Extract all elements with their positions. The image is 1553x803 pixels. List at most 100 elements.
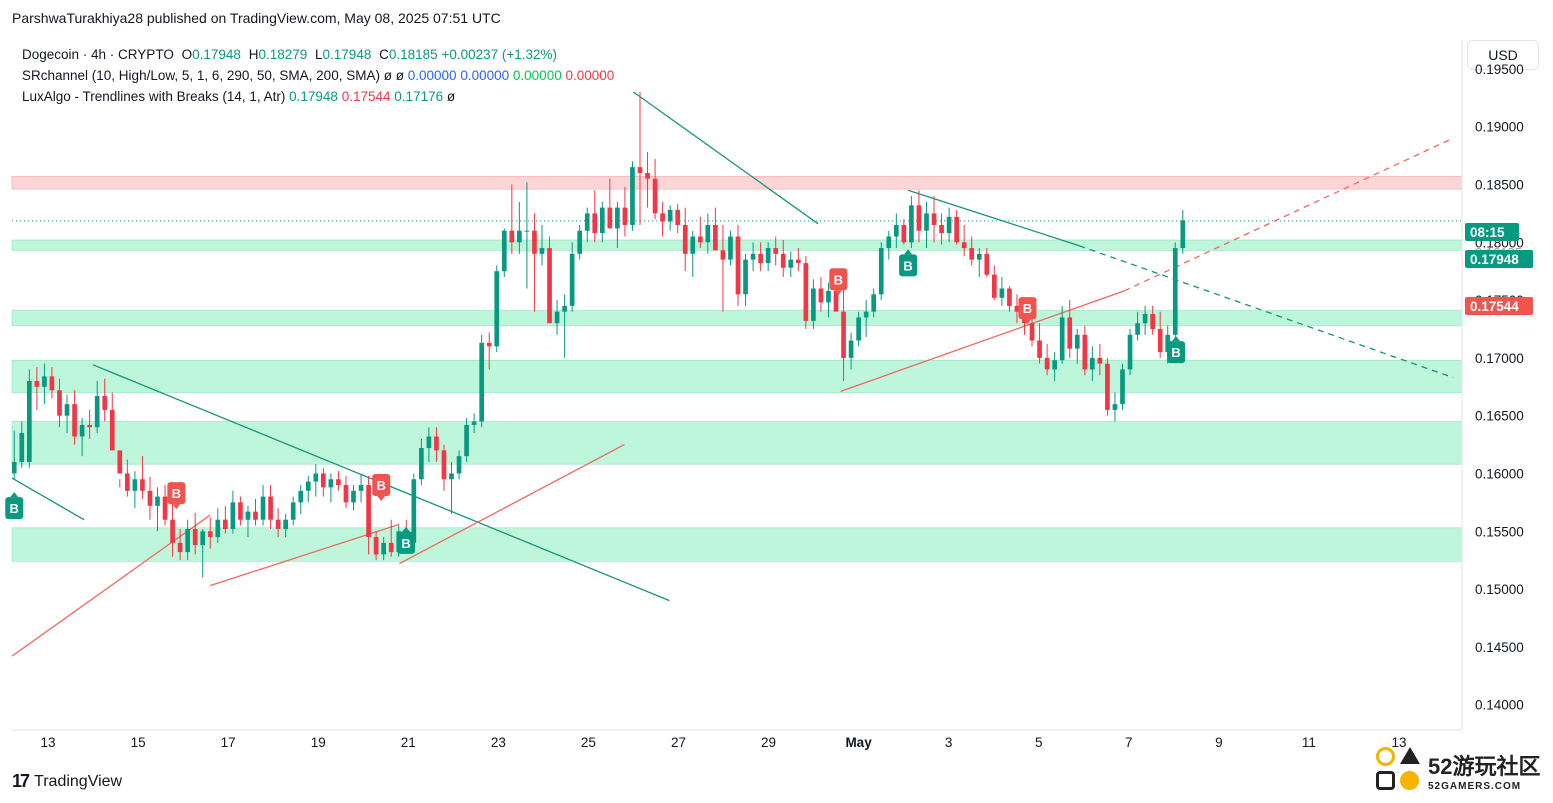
candle (388, 519, 394, 557)
candle (1135, 311, 1140, 341)
candle-body (1067, 317, 1073, 349)
candle (818, 276, 824, 312)
candle-body (170, 519, 175, 543)
candle (1127, 328, 1133, 376)
candle (735, 224, 741, 306)
candle-body (547, 248, 552, 324)
break-marker-bearish: B (167, 482, 186, 510)
time-tick-label: May (845, 735, 872, 750)
candle-body (969, 248, 975, 260)
candle (607, 178, 613, 229)
candle-body (64, 404, 70, 416)
candle-body (826, 290, 831, 303)
candle-body (630, 167, 635, 225)
trendline-red (11, 514, 211, 657)
tradingview-brand[interactable]: 17 TradingView (12, 771, 122, 792)
candle-body (818, 288, 824, 303)
trendline-red (398, 444, 625, 565)
candle-body (79, 424, 85, 437)
candle (313, 464, 319, 497)
close-value: 0.18185 (388, 47, 438, 62)
candle (856, 311, 861, 347)
tradingview-logo-icon: 17 (12, 771, 30, 791)
symbol-label[interactable]: Dogecoin · 4h · CRYPTO (22, 47, 174, 62)
candle (253, 498, 258, 526)
candle-body (916, 205, 922, 231)
watermark-subtitle: 52GAMERS.COM (1428, 780, 1522, 792)
candle (321, 467, 326, 497)
candle-body (569, 253, 575, 306)
break-marker-pointer (834, 290, 843, 296)
candle (1157, 311, 1163, 358)
candle-body (584, 213, 590, 231)
candle-body (622, 207, 628, 225)
break-marker-label: B (10, 501, 19, 516)
candle-body (931, 213, 937, 225)
candle-body (592, 213, 598, 234)
candle (939, 213, 944, 245)
candle (268, 485, 273, 529)
open-value: 0.17948 (192, 47, 241, 62)
countdown-badge-text: 08:15 (1470, 225, 1505, 240)
candle (667, 205, 673, 231)
time-tick-label: 17 (221, 735, 236, 750)
candle-body (72, 404, 77, 437)
candle-body (351, 490, 356, 503)
break-marker-box (1167, 341, 1186, 364)
candle-body (645, 172, 650, 179)
watermark-title: 52游玩社区 (1428, 753, 1541, 779)
candle (19, 421, 25, 468)
candle (238, 496, 243, 526)
candle-body (486, 342, 492, 347)
time-tick-label: 19 (311, 735, 326, 750)
candle-body (207, 531, 213, 538)
legend-indicator1-row: SRchannel (10, High/Low, 5, 1, 6, 290, 5… (22, 68, 615, 83)
candle (660, 201, 665, 237)
chart-legend: Dogecoin · 4h · CRYPTO O0.17948 H0.18279… (22, 44, 614, 107)
watermark: 52游玩社区 52GAMERS.COM (1376, 740, 1546, 800)
break-marker-box (5, 497, 24, 520)
candle-body (946, 216, 952, 234)
candle (871, 288, 877, 318)
candle (426, 427, 432, 462)
candle-body (238, 502, 243, 520)
trendline-green (907, 189, 1080, 247)
candle (999, 276, 1005, 306)
candle-body (434, 436, 439, 451)
candle (283, 513, 288, 538)
price-badge-green: 0.17948 (1465, 250, 1533, 268)
candle (765, 242, 771, 272)
candle-body (652, 178, 658, 214)
candle (961, 224, 967, 257)
candle-body (713, 224, 718, 251)
sr-zone-support (11, 359, 1463, 393)
candle-body (185, 528, 190, 553)
candle (750, 242, 756, 272)
time-tick-label: 13 (1391, 735, 1406, 750)
candle (102, 378, 108, 422)
candle (976, 248, 982, 277)
candle-body (758, 253, 763, 264)
candle-body (253, 511, 258, 520)
indicator2-label[interactable]: LuxAlgo - Trendlines with Breaks (14, 1,… (22, 89, 286, 104)
indicator1-label[interactable]: SRchannel (10, High/Low, 5, 1, 6, 290, 5… (22, 68, 380, 83)
candle-body (328, 479, 334, 488)
break-marker-label: B (377, 478, 386, 493)
candle-body (509, 230, 515, 243)
price-tick-label: 0.18500 (1475, 177, 1524, 192)
time-axis: 13 15 17 19 21 23 25 27 29 May 3 5 7 9 11 13 (12, 729, 1462, 750)
candle (886, 230, 892, 260)
candle (788, 251, 794, 277)
candle (177, 528, 183, 561)
time-tick-label: 3 (945, 735, 953, 750)
break-marker-pointer (1172, 336, 1181, 342)
candle-body (268, 496, 273, 520)
candle-body (991, 274, 997, 298)
candle (215, 508, 221, 543)
candle (64, 394, 70, 434)
time-tick-label: 21 (401, 735, 416, 750)
currency-button[interactable]: USD (1467, 40, 1539, 70)
candle-body (419, 448, 424, 480)
candle (705, 213, 711, 254)
